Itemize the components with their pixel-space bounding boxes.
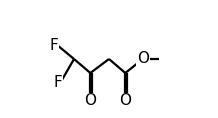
Text: F: F bbox=[53, 75, 62, 90]
Text: O: O bbox=[84, 93, 96, 108]
Text: O: O bbox=[119, 93, 131, 108]
Text: F: F bbox=[50, 38, 59, 53]
Text: O: O bbox=[137, 51, 149, 67]
